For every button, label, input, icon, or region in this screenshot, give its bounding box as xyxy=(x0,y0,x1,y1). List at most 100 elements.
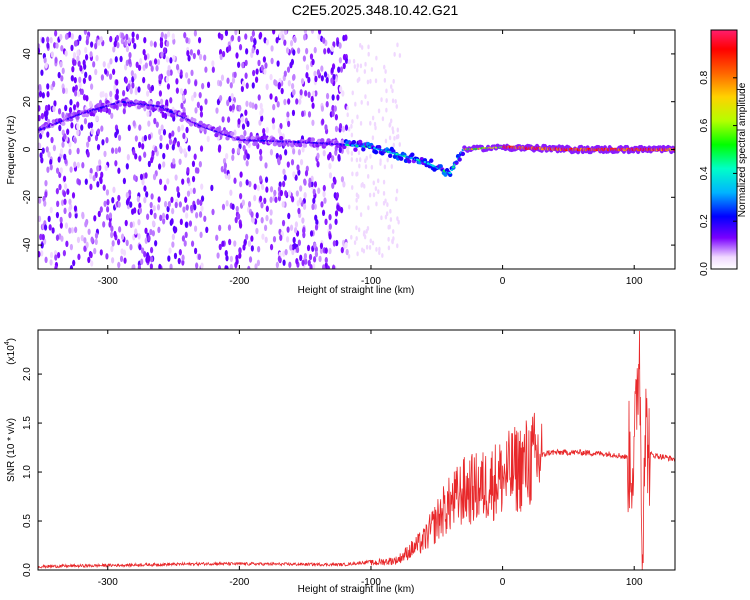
spectrogram-speckle xyxy=(303,34,307,41)
spectrogram-speckle xyxy=(54,254,58,261)
spectrogram-speckle xyxy=(168,247,172,254)
spectrogram-speckle xyxy=(289,224,294,231)
spectrogram-speckle xyxy=(286,66,291,73)
spectrogram-speckle xyxy=(281,219,286,227)
spectrogram-speckle xyxy=(159,134,163,142)
spectrogram-speckle xyxy=(96,143,101,151)
spectrogram-speckle xyxy=(311,203,315,211)
plot2-frame xyxy=(37,329,676,571)
spectrogram-ridge-halo xyxy=(460,151,466,157)
spectrogram-speckle xyxy=(89,172,93,180)
spectrogram-speckle xyxy=(284,248,288,256)
spectrogram-speckle xyxy=(113,40,117,48)
spectrogram-speckle xyxy=(90,260,94,267)
spectrogram-speckle xyxy=(77,90,81,98)
spectrogram-speckle xyxy=(389,208,392,214)
spectrogram-speckle xyxy=(242,244,246,251)
spectrogram-speckle xyxy=(325,77,329,84)
spectrogram-speckle xyxy=(55,42,59,49)
spectrogram-speckle xyxy=(99,206,103,213)
spectrogram-speckle xyxy=(346,148,349,153)
spectrogram-speckle xyxy=(114,160,118,167)
spectrogram-speckle xyxy=(305,72,309,79)
spectrogram-speckle xyxy=(198,91,202,99)
spectrogram-speckle xyxy=(188,220,193,227)
spectrogram-speckle xyxy=(159,40,164,47)
spectrogram-speckle xyxy=(87,135,91,143)
spectrogram-speckle xyxy=(165,56,170,63)
spectrogram-speckle xyxy=(260,64,264,72)
spectrogram-speckle xyxy=(39,152,43,159)
spectrogram-speckle xyxy=(66,128,70,135)
spectrogram-speckle xyxy=(282,180,286,188)
spectrogram-speckle xyxy=(162,129,167,136)
spectrogram-speckle xyxy=(342,181,346,188)
spectrogram-speckle xyxy=(59,167,63,174)
spectrogram-speckle xyxy=(257,245,261,253)
spectrogram-speckle xyxy=(129,243,133,251)
spectrogram-speckle xyxy=(211,208,215,216)
spectrogram-speckle xyxy=(307,259,311,267)
snr-panel: -300 -200 -100 0 100 0.0 0.5 1.0 1.5 2.0 Height o… xyxy=(4,329,676,595)
spectrogram-speckle xyxy=(40,112,44,120)
spectrogram-speckle xyxy=(289,61,293,69)
spectrogram-speckle xyxy=(74,212,78,219)
spectrogram-speckle xyxy=(143,54,148,61)
spectrogram-speckle xyxy=(185,212,189,219)
spectrogram-speckle xyxy=(238,252,242,259)
spectrogram-speckle xyxy=(45,109,49,117)
spectrogram-speckle xyxy=(296,164,300,171)
spectrogram-speckle xyxy=(395,188,399,194)
spectrogram-speckle xyxy=(246,120,250,128)
spectrogram-speckle xyxy=(263,197,267,205)
spectrogram-speckle xyxy=(138,207,143,214)
spectrogram-speckle xyxy=(83,245,87,252)
spectrogram-speckle xyxy=(117,201,121,208)
spectrogram-speckle xyxy=(196,167,200,174)
spectrogram-speckle xyxy=(264,162,268,169)
plot2-ytick-label: 0.0 xyxy=(22,563,33,577)
spectrogram-speckle xyxy=(383,77,387,83)
spectrogram-speckle xyxy=(291,109,296,117)
plot1-xtick-label: -100 xyxy=(361,276,381,287)
spectrogram-speckle xyxy=(302,203,307,210)
spectrogram-speckle xyxy=(175,78,179,85)
spectrogram-speckle xyxy=(231,154,235,161)
spectrogram-speckle xyxy=(135,33,140,41)
spectrogram-speckle xyxy=(146,257,150,264)
spectrogram-speckle xyxy=(49,251,54,259)
spectrogram-speckle xyxy=(334,125,339,133)
spectrogram-speckle xyxy=(245,233,249,241)
spectrogram-speckle xyxy=(305,64,310,71)
spectrogram-speckle xyxy=(112,186,116,194)
spectrogram-speckle xyxy=(346,105,349,111)
spectrogram-speckle xyxy=(80,124,84,131)
spectrogram-speckle xyxy=(221,203,226,211)
spectrogram-speckle xyxy=(223,162,228,169)
spectrogram-speckle xyxy=(73,104,77,111)
spectrogram-speckle xyxy=(283,174,287,181)
spectrogram-speckle xyxy=(331,110,335,117)
spectrogram-speckle xyxy=(356,67,359,73)
spectrogram-speckle xyxy=(244,33,248,40)
spectrogram-speckle xyxy=(115,128,119,135)
spectrogram-speckle xyxy=(247,201,252,208)
spectrogram-speckle xyxy=(120,248,124,255)
spectrogram-speckle xyxy=(342,62,346,70)
spectrogram-speckle xyxy=(104,68,108,75)
spectrogram-speckle xyxy=(159,98,164,105)
spectrogram-speckle xyxy=(89,51,93,58)
spectrogram-speckle xyxy=(85,95,89,102)
spectrogram-speckle xyxy=(55,187,59,195)
spectrogram-speckle xyxy=(104,164,108,172)
spectrogram-ridge-halo xyxy=(422,158,428,163)
spectrogram-speckle xyxy=(311,102,315,109)
spectrogram-speckle xyxy=(302,226,306,234)
spectrogram-speckle xyxy=(301,146,305,153)
spectrogram-speckle xyxy=(287,190,292,197)
spectrogram-speckle xyxy=(303,252,308,260)
spectrogram-speckle xyxy=(102,221,106,228)
spectrogram-speckle xyxy=(367,44,370,50)
spectrogram-speckle xyxy=(297,47,301,54)
spectrogram-speckle xyxy=(239,171,243,178)
